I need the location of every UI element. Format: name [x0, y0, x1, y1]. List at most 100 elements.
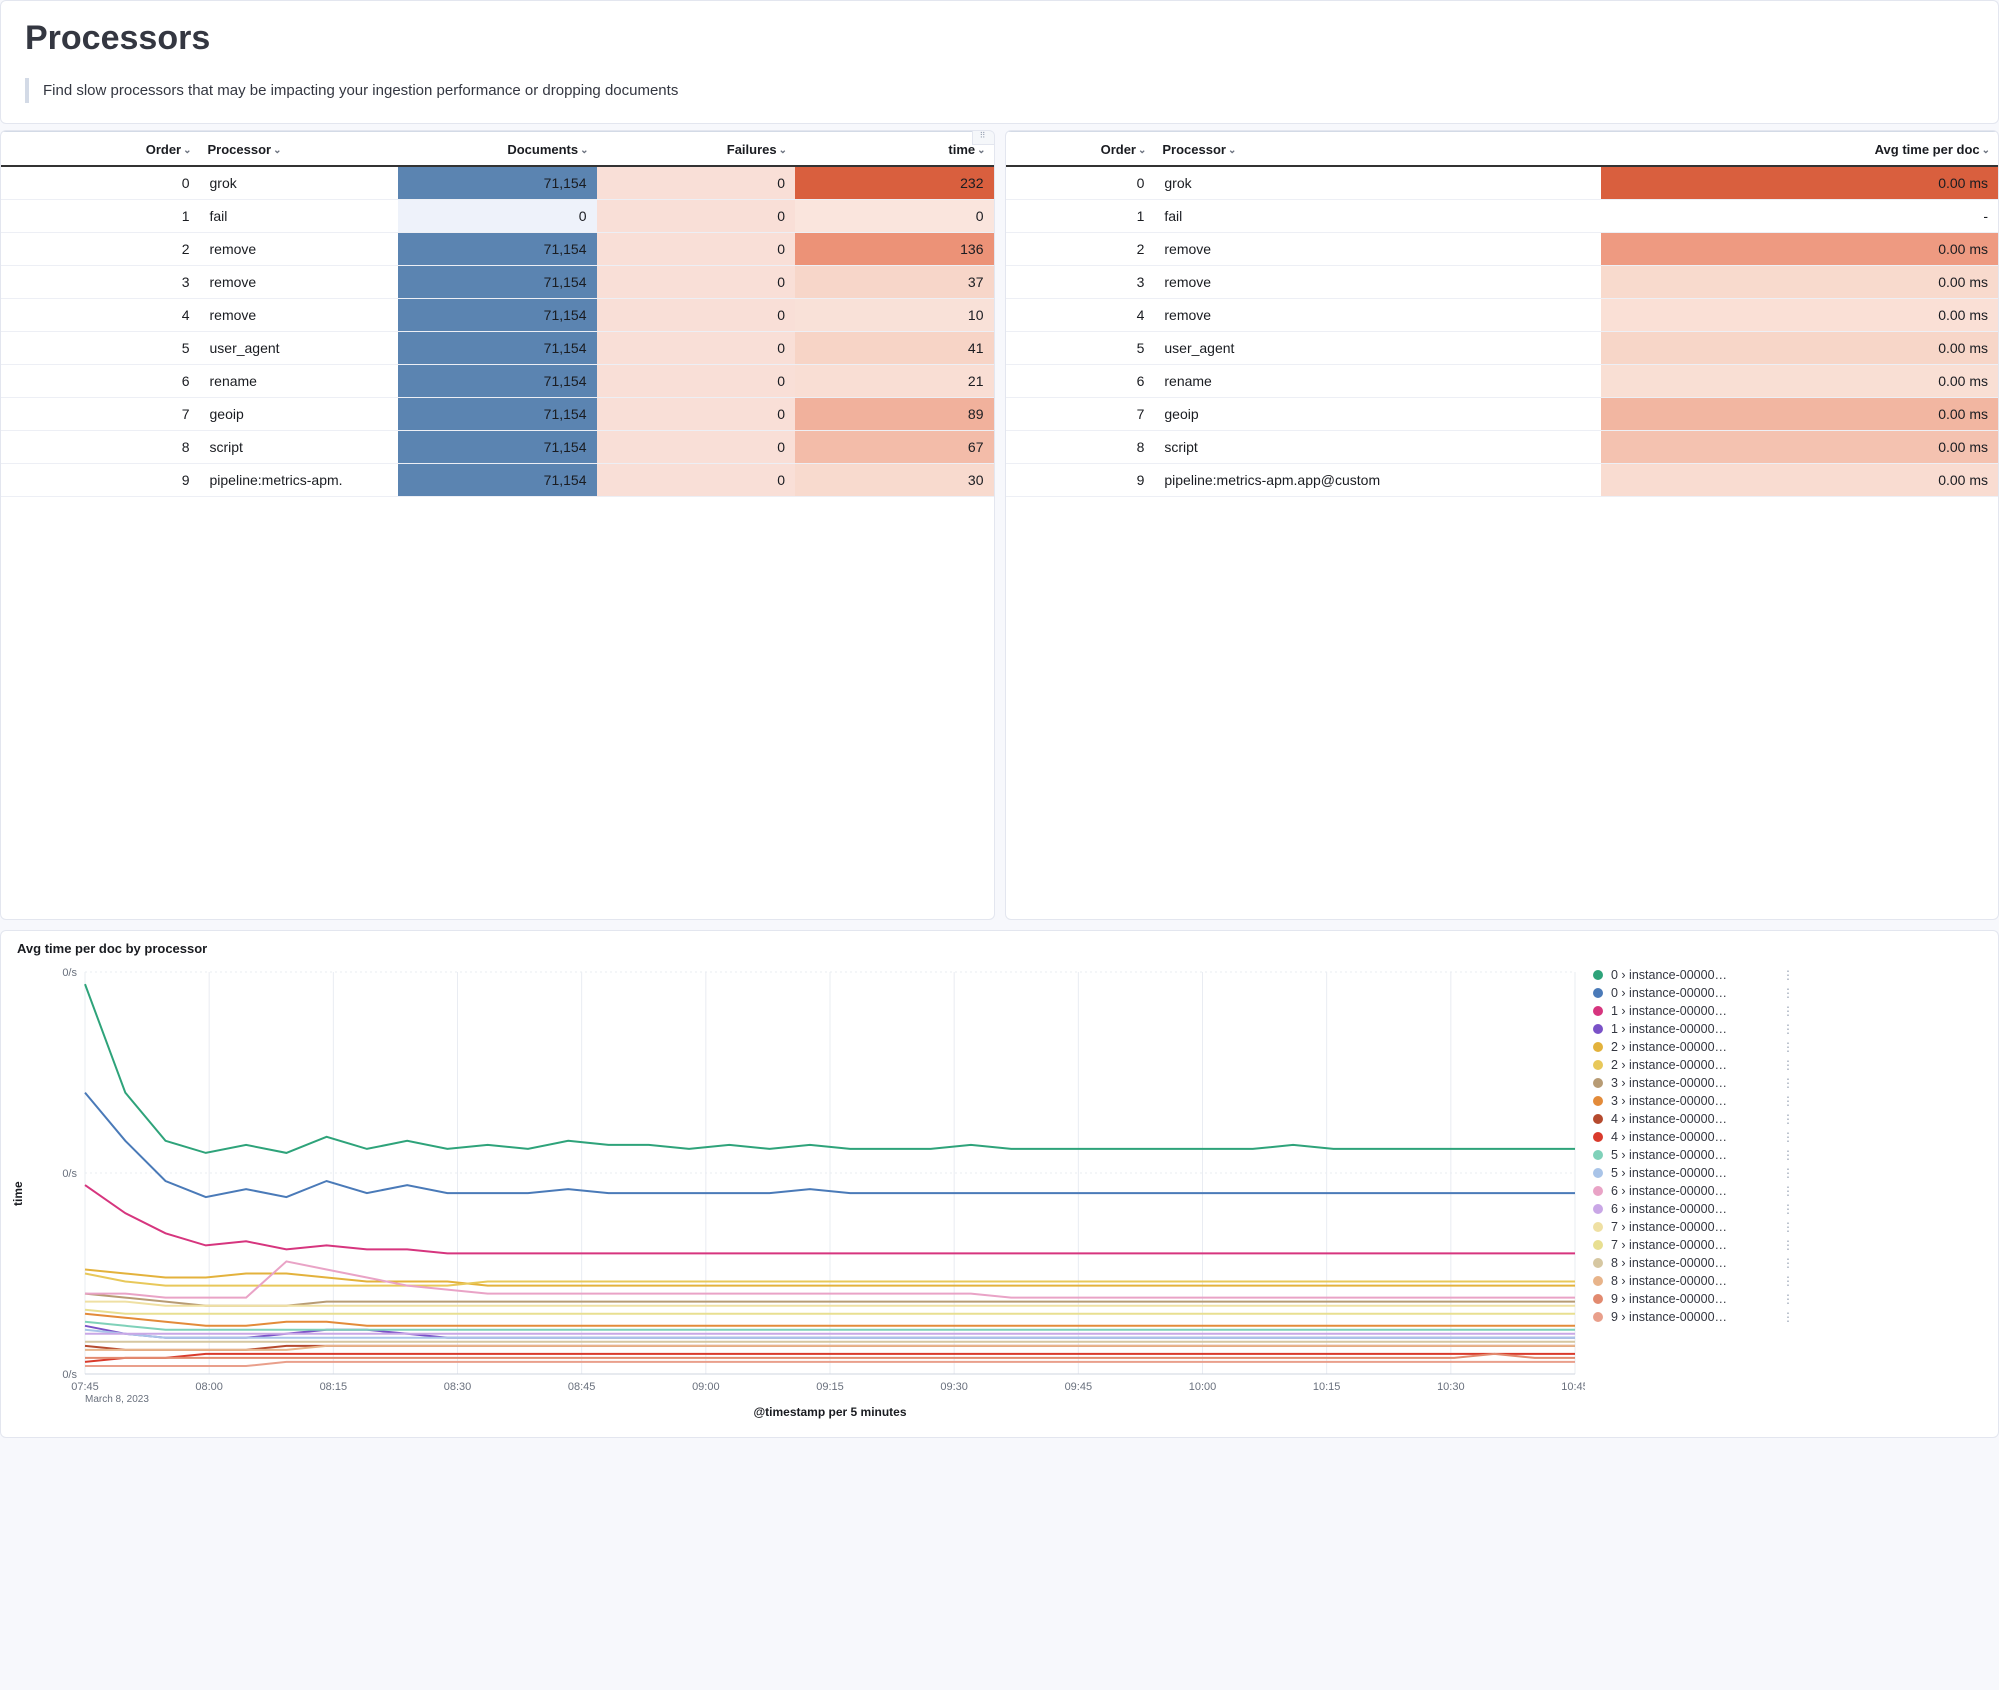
cell-failures: 0 [597, 398, 796, 431]
legend-menu-icon[interactable]: ⋮ [1782, 1259, 1793, 1267]
cell-avg: 0.00 ms [1601, 166, 1998, 200]
legend-color-dot [1593, 1222, 1603, 1232]
legend-item[interactable]: 7 › instance-00000… ⋮ [1593, 1218, 1793, 1236]
legend-menu-icon[interactable]: ⋮ [1782, 1151, 1793, 1159]
table-row[interactable]: 5user_agent71,154041 [1, 332, 994, 365]
legend-menu-icon[interactable]: ⋮ [1782, 1079, 1793, 1087]
col-header-time[interactable]: time⌄ [795, 132, 994, 167]
cell-processor: fail [200, 200, 399, 233]
legend-item[interactable]: 5 › instance-00000… ⋮ [1593, 1164, 1793, 1182]
legend-item[interactable]: 4 › instance-00000… ⋮ [1593, 1110, 1793, 1128]
legend-menu-icon[interactable]: ⋮ [1782, 1061, 1793, 1069]
legend-item[interactable]: 8 › instance-00000… ⋮ [1593, 1272, 1793, 1290]
cell-documents: 71,154 [398, 332, 597, 365]
legend-item[interactable]: 6 › instance-00000… ⋮ [1593, 1200, 1793, 1218]
cell-order: 7 [1, 398, 200, 431]
cell-avg: 0.00 ms [1601, 233, 1998, 266]
table-row[interactable]: 0grok0.00 ms [1006, 166, 1999, 200]
table-row[interactable]: 5user_agent0.00 ms [1006, 332, 1999, 365]
table-row[interactable]: 2remove71,1540136 [1, 233, 994, 266]
legend-menu-icon[interactable]: ⋮ [1782, 971, 1793, 979]
legend-label: 2 › instance-00000… [1611, 1058, 1774, 1072]
col-header-avg[interactable]: Avg time per doc⌄ [1601, 132, 1998, 167]
legend-menu-icon[interactable]: ⋮ [1782, 989, 1793, 997]
col-header-failures[interactable]: Failures⌄ [597, 132, 796, 167]
table-row[interactable]: 1fail- [1006, 200, 1999, 233]
table-row[interactable]: 6rename0.00 ms [1006, 365, 1999, 398]
col-header-documents[interactable]: Documents⌄ [398, 132, 597, 167]
legend-menu-icon[interactable]: ⋮ [1782, 1295, 1793, 1303]
legend-item[interactable]: 9 › instance-00000… ⋮ [1593, 1290, 1793, 1308]
table-row[interactable]: 9pipeline:metrics-apm.71,154030 [1, 464, 994, 497]
legend-menu-icon[interactable]: ⋮ [1782, 1241, 1793, 1249]
col-header-order[interactable]: Order⌄ [1006, 132, 1155, 167]
legend-item[interactable]: 2 › instance-00000… ⋮ [1593, 1038, 1793, 1056]
cell-failures: 0 [597, 464, 796, 497]
table-row[interactable]: 2remove0.00 ms [1006, 233, 1999, 266]
table-row[interactable]: 3remove0.00 ms [1006, 266, 1999, 299]
table-row[interactable]: 4remove71,154010 [1, 299, 994, 332]
svg-text:10:45: 10:45 [1561, 1381, 1585, 1393]
cell-processor: grok [200, 166, 399, 200]
legend-color-dot [1593, 1132, 1603, 1142]
table-row[interactable]: 4remove0.00 ms [1006, 299, 1999, 332]
table-row[interactable]: 3remove71,154037 [1, 266, 994, 299]
legend-menu-icon[interactable]: ⋮ [1782, 1277, 1793, 1285]
line-chart[interactable]: 07:4508:0008:1508:3008:4509:0009:1509:30… [25, 962, 1585, 1422]
cell-time: 67 [795, 431, 994, 464]
legend-menu-icon[interactable]: ⋮ [1782, 1187, 1793, 1195]
cell-time: 232 [795, 166, 994, 200]
legend-menu-icon[interactable]: ⋮ [1782, 1025, 1793, 1033]
cell-failures: 0 [597, 233, 796, 266]
svg-text:08:00: 08:00 [195, 1381, 223, 1393]
legend-item[interactable]: 0 › instance-00000… ⋮ [1593, 984, 1793, 1002]
cell-order: 7 [1006, 398, 1155, 431]
legend-item[interactable]: 3 › instance-00000… ⋮ [1593, 1092, 1793, 1110]
legend-item[interactable]: 4 › instance-00000… ⋮ [1593, 1128, 1793, 1146]
sort-caret-icon: ⌄ [580, 145, 588, 156]
legend-item[interactable]: 5 › instance-00000… ⋮ [1593, 1146, 1793, 1164]
legend-label: 5 › instance-00000… [1611, 1148, 1774, 1162]
legend-item[interactable]: 8 › instance-00000… ⋮ [1593, 1254, 1793, 1272]
legend-item[interactable]: 9 › instance-00000… ⋮ [1593, 1308, 1793, 1326]
legend-item[interactable]: 2 › instance-00000… ⋮ [1593, 1056, 1793, 1074]
table-row[interactable]: 9pipeline:metrics-apm.app@custom0.00 ms [1006, 464, 1999, 497]
table-row[interactable]: 7geoip0.00 ms [1006, 398, 1999, 431]
legend-item[interactable]: 3 › instance-00000… ⋮ [1593, 1074, 1793, 1092]
table-row[interactable]: 8script0.00 ms [1006, 431, 1999, 464]
col-header-processor[interactable]: Processor⌄ [200, 132, 399, 167]
col-header-order[interactable]: Order⌄ [1, 132, 200, 167]
legend-item[interactable]: 1 › instance-00000… ⋮ [1593, 1020, 1793, 1038]
legend-item[interactable]: 7 › instance-00000… ⋮ [1593, 1236, 1793, 1254]
cell-avg: 0.00 ms [1601, 299, 1998, 332]
legend-menu-icon[interactable]: ⋮ [1782, 1115, 1793, 1123]
table-row[interactable]: 0grok71,1540232 [1, 166, 994, 200]
table-row[interactable]: 7geoip71,154089 [1, 398, 994, 431]
panel-drag-handle-icon[interactable]: ⠿ [972, 131, 994, 145]
col-header-processor[interactable]: Processor⌄ [1154, 132, 1601, 167]
legend-label: 5 › instance-00000… [1611, 1166, 1774, 1180]
table-row[interactable]: 8script71,154067 [1, 431, 994, 464]
legend-item[interactable]: 1 › instance-00000… ⋮ [1593, 1002, 1793, 1020]
table-row[interactable]: 1fail000 [1, 200, 994, 233]
cell-documents: 71,154 [398, 299, 597, 332]
legend-menu-icon[interactable]: ⋮ [1782, 1097, 1793, 1105]
legend-color-dot [1593, 1240, 1603, 1250]
table-row[interactable]: 6rename71,154021 [1, 365, 994, 398]
cell-processor: script [1154, 431, 1601, 464]
legend-menu-icon[interactable]: ⋮ [1782, 1133, 1793, 1141]
legend-item[interactable]: 6 › instance-00000… ⋮ [1593, 1182, 1793, 1200]
cell-time: 0 [795, 200, 994, 233]
legend-menu-icon[interactable]: ⋮ [1782, 1205, 1793, 1213]
legend-menu-icon[interactable]: ⋮ [1782, 1313, 1793, 1321]
sort-caret-icon: ⌄ [977, 145, 985, 156]
legend-item[interactable]: 0 › instance-00000… ⋮ [1593, 966, 1793, 984]
legend-menu-icon[interactable]: ⋮ [1782, 1169, 1793, 1177]
cell-time: 89 [795, 398, 994, 431]
legend-menu-icon[interactable]: ⋮ [1782, 1043, 1793, 1051]
cell-avg: 0.00 ms [1601, 266, 1998, 299]
legend-label: 8 › instance-00000… [1611, 1256, 1774, 1270]
cell-order: 8 [1006, 431, 1155, 464]
legend-menu-icon[interactable]: ⋮ [1782, 1007, 1793, 1015]
legend-menu-icon[interactable]: ⋮ [1782, 1223, 1793, 1231]
